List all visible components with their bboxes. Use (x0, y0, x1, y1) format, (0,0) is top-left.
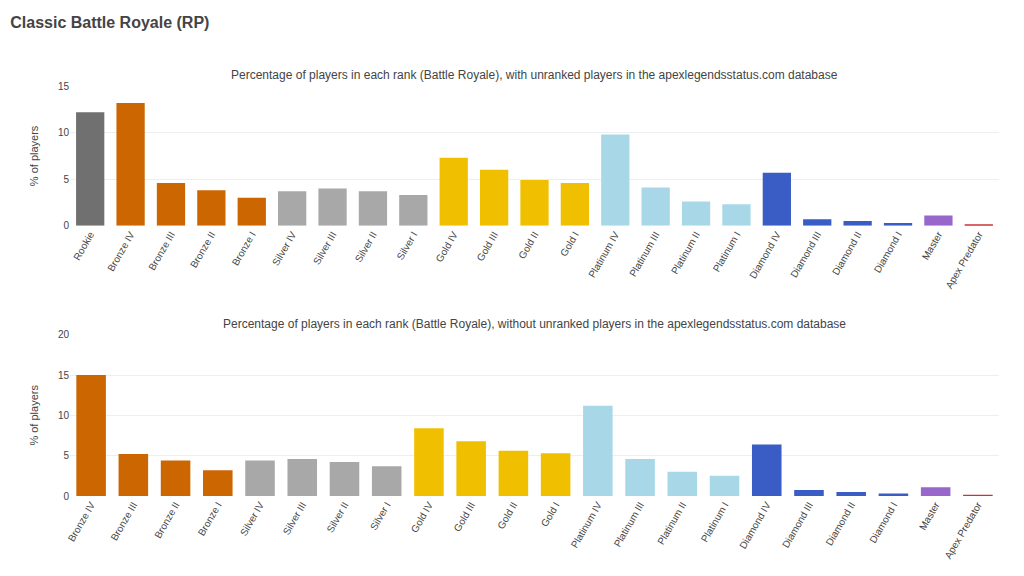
svg-text:Platinum I: Platinum I (699, 500, 731, 544)
svg-text:Gold II: Gold II (516, 230, 540, 261)
svg-text:Bronze IV: Bronze IV (105, 229, 137, 273)
svg-text:Master: Master (920, 229, 945, 262)
svg-text:Classic Battle Royale (RP): Classic Battle Royale (RP) (10, 14, 209, 31)
svg-text:Silver I: Silver I (368, 500, 393, 532)
svg-text:Bronze II: Bronze II (188, 230, 218, 270)
svg-text:Gold IV: Gold IV (434, 229, 460, 264)
svg-text:Diamond I: Diamond I (867, 500, 899, 545)
svg-text:Bronze I: Bronze I (196, 500, 224, 538)
svg-text:Bronze III: Bronze III (146, 230, 177, 273)
svg-text:Percentage of players in each: Percentage of players in each rank (Batt… (223, 317, 846, 331)
svg-text:10: 10 (58, 410, 70, 421)
svg-text:Gold III: Gold III (452, 500, 478, 533)
svg-text:Platinum II: Platinum II (655, 500, 688, 546)
svg-text:10: 10 (58, 127, 70, 138)
svg-text:Bronze II: Bronze II (152, 500, 182, 540)
svg-text:Gold I: Gold I (539, 500, 562, 529)
svg-text:Silver IV: Silver IV (238, 500, 266, 538)
svg-text:5: 5 (63, 174, 69, 185)
svg-text:Silver IV: Silver IV (270, 229, 298, 267)
svg-text:Silver II: Silver II (353, 230, 379, 264)
svg-text:Apex Predator: Apex Predator (943, 229, 985, 290)
svg-text:Diamond II: Diamond II (824, 500, 858, 547)
svg-text:Percentage of players in each: Percentage of players in each rank (Batt… (231, 68, 838, 82)
svg-text:20: 20 (58, 329, 70, 340)
svg-text:Silver II: Silver II (324, 500, 350, 534)
svg-text:Diamond III: Diamond III (788, 230, 823, 280)
svg-text:5: 5 (63, 450, 69, 461)
svg-text:Gold III: Gold III (475, 230, 501, 263)
svg-text:Gold I: Gold I (558, 230, 581, 259)
svg-text:Silver III: Silver III (311, 230, 339, 267)
svg-text:% of players: % of players (28, 385, 40, 446)
svg-text:Diamond IV: Diamond IV (747, 229, 783, 280)
svg-text:0: 0 (63, 491, 69, 502)
svg-text:Bronze IV: Bronze IV (66, 500, 98, 544)
svg-text:% of players: % of players (28, 125, 40, 186)
svg-text:Platinum II: Platinum II (669, 230, 702, 276)
svg-text:Silver III: Silver III (281, 500, 309, 537)
svg-text:Platinum III: Platinum III (612, 500, 647, 549)
svg-text:Platinum IV: Platinum IV (569, 500, 604, 550)
svg-text:15: 15 (58, 370, 70, 381)
svg-text:Gold IV: Gold IV (409, 500, 435, 535)
svg-text:Platinum I: Platinum I (711, 230, 743, 274)
svg-text:Diamond IV: Diamond IV (737, 500, 773, 551)
svg-text:0: 0 (63, 220, 69, 231)
svg-text:Gold II: Gold II (495, 500, 519, 531)
svg-text:Bronze III: Bronze III (108, 500, 139, 543)
svg-text:Platinum IV: Platinum IV (586, 229, 621, 279)
svg-text:Apex Predator: Apex Predator (942, 499, 984, 560)
svg-text:Diamond I: Diamond I (872, 230, 904, 275)
svg-text:Master: Master (917, 499, 942, 532)
svg-text:Rookie: Rookie (71, 229, 96, 262)
svg-text:Diamond II: Diamond II (830, 230, 864, 277)
svg-text:Diamond III: Diamond III (780, 500, 815, 550)
svg-text:Silver I: Silver I (395, 230, 420, 262)
svg-text:Platinum III: Platinum III (627, 230, 662, 279)
svg-text:Bronze I: Bronze I (230, 230, 258, 268)
svg-text:15: 15 (58, 81, 70, 92)
